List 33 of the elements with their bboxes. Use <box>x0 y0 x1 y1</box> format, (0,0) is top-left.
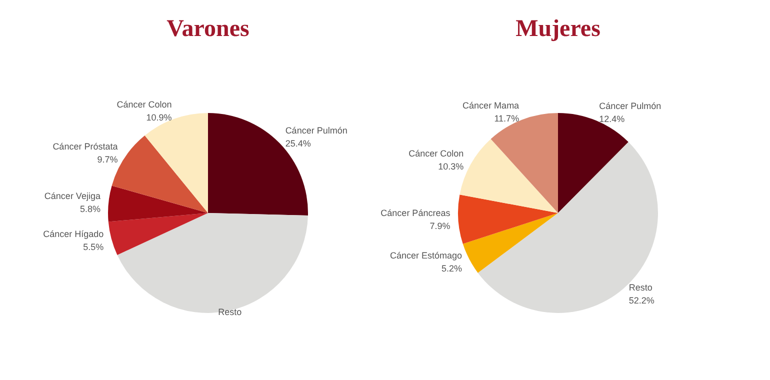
data-label: 10.9% <box>146 112 172 122</box>
slice-label: Cáncer Colon <box>408 148 464 158</box>
slice-label: Cáncer Páncreas <box>380 208 451 218</box>
slice-label: Cáncer Colon <box>116 99 172 110</box>
slice-label: Cáncer Pulmón <box>285 126 348 136</box>
pie-slice <box>144 113 208 213</box>
data-label: 5.5% <box>83 242 104 252</box>
data-label: 5.8% <box>80 204 100 214</box>
pie-slice <box>458 194 558 244</box>
slice-label: Resto <box>218 306 242 317</box>
data-label: 7.9% <box>430 220 450 231</box>
data-label: 12.4% <box>599 114 625 124</box>
data-label: 10.3% <box>438 161 464 172</box>
slice-label: Cáncer Estómago <box>390 250 462 261</box>
chart-title: Varones <box>166 16 250 42</box>
slice-label: Cáncer Mama <box>462 100 520 110</box>
pie-slice <box>462 213 558 273</box>
data-label: 25.4% <box>285 138 311 149</box>
data-label: 52.2% <box>628 296 654 306</box>
pie-slice <box>478 142 658 313</box>
chart-title: Mujeres <box>516 16 600 42</box>
slice-label: Cáncer Vejiga <box>44 190 100 201</box>
pie-slice <box>490 113 558 213</box>
slice-label: Resto <box>628 282 652 293</box>
slice-label: Cáncer Pulmón <box>599 101 662 112</box>
data-label: 9.7% <box>97 154 118 165</box>
data-label: 5.2% <box>442 264 462 274</box>
pie-slice <box>558 113 628 213</box>
data-label: 11.7% <box>494 113 520 124</box>
pie-slice <box>108 186 208 222</box>
slice-label: Cáncer Hígado <box>43 228 104 239</box>
pie-slice <box>108 213 208 256</box>
slice-label: Cáncer Próstata <box>52 142 118 152</box>
